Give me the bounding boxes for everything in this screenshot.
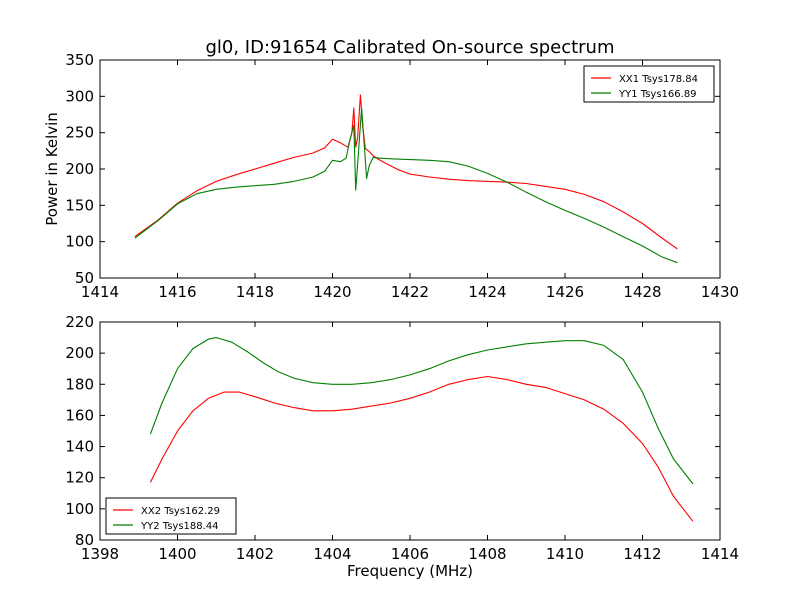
y-tick-label: 150: [65, 196, 94, 214]
y-tick-label: 220: [65, 313, 94, 331]
bottom-plot-ticks: 1398 1400 1402 1404 1406 1408 1410 1412 1414 80 10…: [65, 313, 739, 563]
legend-label: YY1 Tsys166.89: [618, 89, 697, 100]
x-tick-label: 1430: [701, 283, 739, 301]
x-tick-label: 1398: [81, 545, 119, 563]
x-tick-label: 1422: [391, 283, 429, 301]
x-tick-label: 1420: [313, 283, 351, 301]
bottom-legend: XX2 Tsys162.29 YY2 Tsys188.44: [105, 497, 237, 535]
x-tick-label: 1410: [546, 545, 584, 563]
x-tick-label: 1404: [313, 545, 351, 563]
x-tick-label: 1426: [546, 283, 584, 301]
series-line-1: [149, 375, 694, 522]
chart-title: gl0, ID:91654 Calibrated On-source spect…: [205, 37, 614, 58]
x-tick-label: 1402: [236, 545, 274, 563]
y-tick-label: 140: [65, 438, 94, 456]
x-tick-label: 1414: [701, 545, 739, 563]
legend-box: [583, 65, 715, 103]
series-line-2: [134, 107, 678, 264]
y-tick-label: 200: [65, 344, 94, 362]
y-tick-label: 200: [65, 160, 94, 178]
bottom-x-axis-label: Frequency (MHz): [347, 562, 473, 580]
y-tick-label: 250: [65, 124, 94, 142]
bottom-plot-series: [149, 337, 694, 522]
top-plot-series: [134, 94, 678, 264]
y-tick-label: 80: [75, 531, 94, 549]
legend-label: XX2 Tsys162.29: [141, 506, 220, 517]
x-tick-label: 1408: [468, 545, 506, 563]
y-tick-label: 100: [65, 233, 94, 251]
top-plot-ticks: 1414 1416 1418 1420 1422 1424 1426 1428 1430 50 10…: [65, 51, 739, 301]
x-tick-label: 1412: [623, 545, 661, 563]
legend-label: XX1 Tsys178.84: [619, 74, 698, 85]
y-tick-label: 180: [65, 375, 94, 393]
x-tick-label: 1400: [158, 545, 196, 563]
y-tick-label: 350: [65, 51, 94, 69]
top-legend: XX1 Tsys178.84 YY1 Tsys166.89: [583, 65, 715, 103]
y-tick-label: 120: [65, 469, 94, 487]
y-tick-label: 50: [75, 269, 94, 287]
series-line-1: [134, 94, 678, 250]
legend-label: YY2 Tsys188.44: [140, 521, 219, 532]
y-tick-label: 300: [65, 87, 94, 105]
y-tick-label: 100: [65, 500, 94, 518]
top-subplot: 1414 1416 1418 1420 1422 1424 1426 1428 1430 50 10…: [43, 51, 739, 301]
x-tick-label: 1418: [236, 283, 274, 301]
top-y-axis-label: Power in Kelvin: [43, 112, 61, 226]
x-tick-label: 1424: [468, 283, 506, 301]
y-tick-label: 160: [65, 406, 94, 424]
x-tick-label: 1406: [391, 545, 429, 563]
bottom-subplot: 1398 1400 1402 1404 1406 1408 1410 1412 1414 80 10…: [65, 313, 739, 580]
x-tick-label: 1414: [81, 283, 119, 301]
x-tick-label: 1428: [623, 283, 661, 301]
legend-box: [105, 497, 237, 535]
series-line-2: [149, 337, 694, 485]
x-tick-label: 1416: [158, 283, 196, 301]
